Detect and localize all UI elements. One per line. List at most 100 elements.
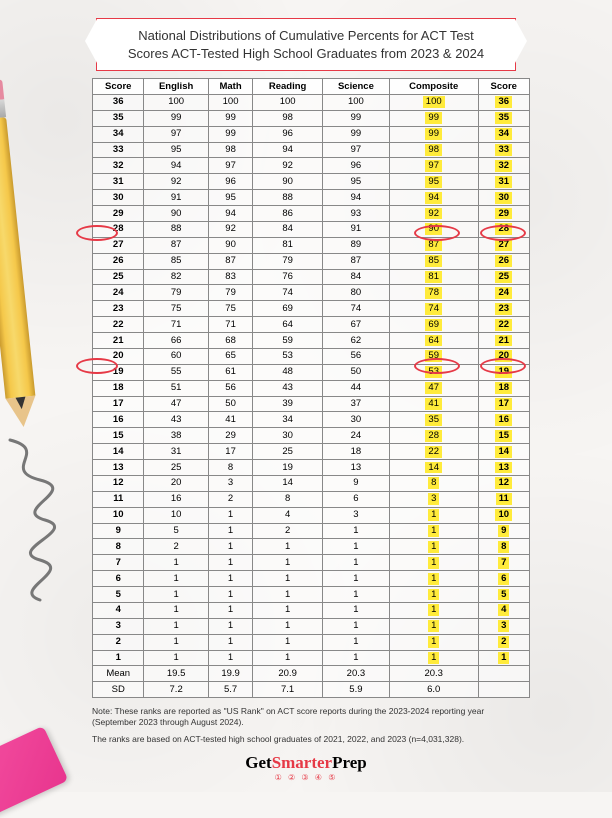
score-cell: 22: [93, 317, 144, 333]
table-row: 15382930242815: [93, 428, 530, 444]
data-cell: 1: [389, 539, 478, 555]
data-cell: 1: [389, 634, 478, 650]
summary-row: Mean19.519.920.920.320.3: [93, 666, 530, 682]
table-row: 3111113: [93, 618, 530, 634]
summary-cell: 20.3: [322, 666, 389, 682]
table-header-cell: Composite: [389, 79, 478, 95]
summary-label: Mean: [93, 666, 144, 682]
data-cell: 14: [253, 475, 323, 491]
score-cell-right: 31: [478, 174, 529, 190]
data-cell: 90: [389, 221, 478, 237]
data-cell: 1: [322, 539, 389, 555]
table-row: 12203149812: [93, 475, 530, 491]
data-cell: 85: [389, 253, 478, 269]
data-cell: 1: [322, 634, 389, 650]
table-header-cell: English: [144, 79, 208, 95]
score-cell: 11: [93, 491, 144, 507]
data-cell: 61: [208, 364, 253, 380]
data-cell: 83: [208, 269, 253, 285]
data-cell: 84: [322, 269, 389, 285]
summary-cell: 20.9: [253, 666, 323, 682]
summary-cell: 5.9: [322, 682, 389, 698]
table-row: 4111114: [93, 602, 530, 618]
score-cell: 30: [93, 190, 144, 206]
data-cell: 75: [208, 301, 253, 317]
logo-smarter: Smarter: [272, 753, 332, 772]
data-cell: 95: [144, 142, 208, 158]
data-cell: 1: [389, 602, 478, 618]
score-cell-right: 36: [478, 94, 529, 110]
data-cell: 38: [144, 428, 208, 444]
table-header-row: ScoreEnglishMathReadingScienceCompositeS…: [93, 79, 530, 95]
data-cell: 95: [208, 190, 253, 206]
data-cell: 69: [253, 301, 323, 317]
data-cell: 1: [208, 571, 253, 587]
data-cell: 48: [253, 364, 323, 380]
score-cell-right: 12: [478, 475, 529, 491]
score-cell-right: 35: [478, 110, 529, 126]
score-cell: 10: [93, 507, 144, 523]
score-cell-right: 24: [478, 285, 529, 301]
data-cell: 8: [253, 491, 323, 507]
data-cell: 80: [322, 285, 389, 301]
score-cell-right: 3: [478, 618, 529, 634]
data-cell: 1: [389, 587, 478, 603]
table-row: 27879081898727: [93, 237, 530, 253]
score-cell: 2: [93, 634, 144, 650]
percentile-table: ScoreEnglishMathReadingScienceCompositeS…: [92, 78, 530, 698]
table-header-cell: Score: [93, 79, 144, 95]
summary-cell: 19.5: [144, 666, 208, 682]
data-cell: 1: [389, 650, 478, 666]
data-cell: 87: [389, 237, 478, 253]
score-cell-right: 13: [478, 460, 529, 476]
summary-cell: 6.0: [389, 682, 478, 698]
data-cell: 1: [144, 602, 208, 618]
data-cell: 99: [322, 110, 389, 126]
data-cell: 47: [389, 380, 478, 396]
data-cell: 16: [144, 491, 208, 507]
data-cell: 1: [322, 650, 389, 666]
data-cell: 43: [144, 412, 208, 428]
table-row: 21666859626421: [93, 333, 530, 349]
table-header-cell: Reading: [253, 79, 323, 95]
table-row: 17475039374117: [93, 396, 530, 412]
summary-empty: [478, 666, 529, 682]
data-cell: 99: [389, 126, 478, 142]
data-cell: 100: [389, 94, 478, 110]
summary-cell: 7.1: [253, 682, 323, 698]
score-cell-right: 21: [478, 333, 529, 349]
data-cell: 3: [208, 475, 253, 491]
logo-get: Get: [245, 753, 271, 772]
data-cell: 56: [208, 380, 253, 396]
data-cell: 28: [389, 428, 478, 444]
data-cell: 5: [144, 523, 208, 539]
data-cell: 82: [144, 269, 208, 285]
score-cell: 12: [93, 475, 144, 491]
score-cell-right: 27: [478, 237, 529, 253]
score-cell: 8: [93, 539, 144, 555]
data-cell: 1: [144, 650, 208, 666]
summary-cell: 7.2: [144, 682, 208, 698]
data-cell: 79: [208, 285, 253, 301]
data-cell: 29: [208, 428, 253, 444]
summary-label: SD: [93, 682, 144, 698]
score-cell: 32: [93, 158, 144, 174]
data-cell: 97: [144, 126, 208, 142]
data-cell: 88: [253, 190, 323, 206]
table-row: 16434134303516: [93, 412, 530, 428]
table-row: 1111111: [93, 650, 530, 666]
score-cell-right: 32: [478, 158, 529, 174]
data-cell: 1: [208, 650, 253, 666]
data-cell: 90: [253, 174, 323, 190]
data-cell: 1: [389, 523, 478, 539]
table-row: 18515643444718: [93, 380, 530, 396]
data-cell: 92: [144, 174, 208, 190]
data-cell: 84: [253, 221, 323, 237]
data-cell: 68: [208, 333, 253, 349]
table-header-cell: Science: [322, 79, 389, 95]
data-cell: 1: [208, 602, 253, 618]
data-cell: 1: [208, 523, 253, 539]
data-cell: 1: [144, 634, 208, 650]
score-cell: 25: [93, 269, 144, 285]
table-row: 2111112: [93, 634, 530, 650]
